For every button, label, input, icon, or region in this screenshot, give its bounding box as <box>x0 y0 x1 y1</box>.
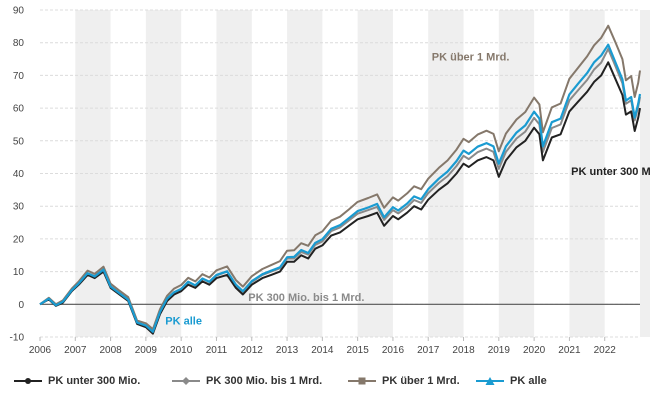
legend-label: PK 300 Mio. bis 1 Mrd. <box>206 375 323 387</box>
y-tick-label: 20 <box>13 234 25 245</box>
year-band <box>640 10 650 337</box>
x-tick-label: 2009 <box>135 345 158 356</box>
series-line-4 <box>39 43 642 333</box>
legend-label: PK unter 300 Mio. <box>48 375 141 387</box>
series-annotation: PK über 1 Mrd. <box>432 52 510 64</box>
x-tick-label: 2021 <box>558 345 581 356</box>
legend-item-pk-ueber-1: PK über 1 Mrd. <box>348 372 460 390</box>
y-tick-label: 10 <box>13 267 25 278</box>
legend-marker-diamond-icon <box>172 377 200 385</box>
y-axis: -10 0 10 20 30 40 50 60 70 80 90 <box>10 6 25 344</box>
x-tick-label: 2020 <box>523 345 546 356</box>
x-tick-label: 2017 <box>417 345 440 356</box>
legend-item-pk-unter-300: PK unter 300 Mio. <box>14 372 140 390</box>
x-tick-label: 2011 <box>206 345 228 356</box>
series-line-1 <box>39 61 641 335</box>
y-tick-label: 40 <box>13 169 25 180</box>
x-tick-label: 2019 <box>488 345 511 356</box>
y-tick-label: 30 <box>13 202 25 213</box>
x-tick-label: 2010 <box>170 345 193 356</box>
annotations: PK über 1 Mrd. PK unter 300 Mio. PK 300 Mi… <box>165 52 650 328</box>
y-tick-label: 0 <box>18 300 24 311</box>
series-annotation: PK alle <box>165 316 202 328</box>
legend-item-pk-300-bis-1: PK 300 Mio. bis 1 Mrd. <box>172 372 322 390</box>
legend-label: PK alle <box>510 375 547 387</box>
x-tick-label: 2008 <box>99 345 122 356</box>
x-tick-label: 2013 <box>276 345 299 356</box>
y-tick-label: 50 <box>13 136 25 147</box>
x-tick-label: 2022 <box>594 345 617 356</box>
series-lines <box>39 24 642 335</box>
legend-marker-square-icon <box>348 377 376 385</box>
x-tick-label: 2014 <box>311 345 334 356</box>
x-tick-label: 2007 <box>64 345 87 356</box>
y-tick-label: 80 <box>13 38 25 49</box>
y-tick-label: -10 <box>10 333 25 344</box>
y-tick-label: 60 <box>13 104 25 115</box>
legend-marker-triangle-icon <box>476 377 504 385</box>
series-line-3 <box>39 24 641 331</box>
y-tick-label: 90 <box>13 6 25 17</box>
series-annotation: PK unter 300 Mio. <box>571 166 650 178</box>
series-annotation: PK 300 Mio. bis 1 Mrd. <box>248 292 364 304</box>
legend-label: PK über 1 Mrd. <box>382 375 460 387</box>
gridlines <box>40 9 640 338</box>
x-axis: 2006 2007 2008 2009 2010 2011 2012 2013 2014 2015… <box>29 337 616 356</box>
x-tick-label: 2006 <box>29 345 52 356</box>
y-tick-label: 70 <box>13 71 25 82</box>
x-tick-label: 2016 <box>382 345 405 356</box>
x-tick-label: 2018 <box>452 345 475 356</box>
x-tick-label: 2012 <box>241 345 264 356</box>
legend: PK unter 300 Mio. PK 300 Mio. bis 1 Mrd.… <box>0 372 650 392</box>
legend-item-pk-alle: PK alle <box>476 372 547 390</box>
x-tick-label: 2015 <box>347 345 370 356</box>
series-line-2 <box>39 47 641 334</box>
legend-marker-circle-icon <box>14 378 42 384</box>
